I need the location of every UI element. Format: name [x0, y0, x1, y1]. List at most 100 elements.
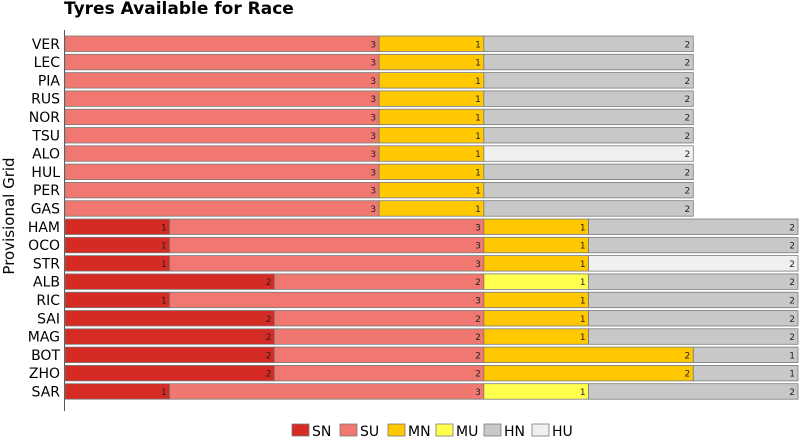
- bar-oco-su: [169, 236, 485, 254]
- bar-label-mag-hn: 2: [789, 333, 795, 343]
- bar-label-gas-mn: 1: [475, 205, 481, 215]
- bar-label-nor-hn: 2: [685, 113, 691, 123]
- y-tick-label-rus: RUS: [31, 92, 60, 108]
- bar-label-sar-su: 3: [475, 388, 481, 398]
- bar-per-mn: [378, 181, 485, 199]
- bar-label-ham-mn: 1: [580, 223, 586, 233]
- legend: SN SU MN MU HN HU: [291, 423, 573, 439]
- bar-gas-hn: [483, 200, 694, 217]
- bar-label-sai-su: 2: [475, 315, 481, 325]
- bar-per-hn: [483, 181, 694, 199]
- bar-label-ric-hn: 2: [789, 296, 795, 306]
- bar-sar-hn: [588, 383, 799, 400]
- bar-label-tsu-su: 3: [370, 132, 376, 142]
- legend-label-su: SU: [360, 424, 379, 439]
- bar-ham-mn: [483, 218, 589, 235]
- bar-ric-su: [169, 291, 485, 309]
- bar-label-zho-su: 2: [475, 370, 481, 380]
- bar-mag-sn: [64, 328, 275, 345]
- bar-label-ric-sn: 1: [161, 296, 167, 306]
- bar-label-mag-su: 2: [475, 333, 481, 343]
- bar-label-zho-hn: 1: [789, 370, 795, 380]
- legend-label-mu: MU: [456, 424, 478, 439]
- bar-alb-mu: [483, 273, 589, 290]
- bar-label-tsu-mn: 1: [475, 132, 481, 142]
- bar-label-str-hu: 2: [789, 260, 795, 270]
- legend-label-sn: SN: [312, 424, 331, 439]
- bar-rus-su: [64, 90, 380, 107]
- bar-zho-su: [274, 364, 485, 382]
- bar-alb-hn: [588, 273, 799, 290]
- bar-label-sai-hn: 2: [789, 315, 795, 325]
- bar-label-ham-su: 3: [475, 223, 481, 233]
- y-tick-label-tsu: TSU: [31, 128, 60, 144]
- bar-label-oco-hn: 2: [789, 242, 795, 252]
- bar-label-lec-hn: 2: [685, 59, 691, 69]
- bar-zho-mn: [483, 364, 694, 382]
- bar-oco-sn: [64, 236, 171, 254]
- bar-label-pia-hn: 2: [685, 77, 691, 87]
- bar-label-alb-hn: 2: [789, 278, 795, 288]
- bar-lec-mn: [378, 53, 485, 71]
- legend-swatch-su: [339, 423, 358, 437]
- y-tick-label-ric: RIC: [36, 293, 60, 309]
- legend-swatch-hu: [531, 423, 550, 437]
- bar-label-sar-hn: 2: [789, 388, 795, 398]
- bar-label-pia-mn: 1: [475, 77, 481, 87]
- bar-label-ver-hn: 2: [685, 40, 691, 50]
- y-tick-label-hul: HUL: [31, 165, 60, 181]
- y-tick-label-ham: HAM: [28, 220, 60, 236]
- bar-zho-hn: [692, 364, 799, 382]
- bar-label-bot-mn: 2: [685, 351, 691, 361]
- bar-ver-mn: [378, 35, 485, 52]
- bar-hul-hn: [483, 163, 694, 181]
- bar-label-zho-mn: 2: [685, 370, 691, 380]
- bar-label-hul-mn: 1: [475, 168, 481, 178]
- bar-label-nor-su: 3: [370, 113, 376, 123]
- bar-ham-sn: [64, 218, 171, 235]
- bar-tsu-su: [64, 127, 380, 144]
- bar-label-gas-hn: 2: [685, 205, 691, 215]
- bar-label-mag-mn: 1: [580, 333, 586, 343]
- bar-label-oco-mn: 1: [580, 242, 586, 252]
- bar-nor-hn: [483, 108, 694, 126]
- legend-label-hu: HU: [552, 424, 573, 439]
- legend-swatch-sn: [291, 423, 310, 437]
- bar-label-alb-sn: 2: [266, 278, 272, 288]
- bar-alb-su: [274, 273, 485, 290]
- bar-label-lec-mn: 1: [475, 59, 481, 69]
- bar-label-pia-su: 3: [370, 77, 376, 87]
- bars: 3 1 2 3 1 2 3 1 2 3 1 2 3 1 2 3 1 2 3 1 2 3 1 2 3 1 2 3 1 2 1 3 1 2 1 3 1 2 1 3…: [64, 35, 799, 400]
- bar-hul-su: [64, 163, 380, 181]
- bar-label-mag-sn: 2: [266, 333, 272, 343]
- y-tick-label-per: PER: [33, 183, 60, 199]
- y-tick-label-ver: VER: [32, 37, 60, 53]
- bar-label-str-su: 3: [475, 260, 481, 270]
- bar-ric-hn: [588, 291, 799, 309]
- y-tick-label-mag: MAG: [28, 330, 60, 346]
- bar-label-bot-hn: 1: [789, 351, 795, 361]
- bar-label-bot-sn: 2: [266, 351, 272, 361]
- bar-bot-su: [274, 346, 485, 364]
- bar-label-oco-su: 3: [475, 242, 481, 252]
- bar-str-sn: [64, 255, 171, 272]
- bar-label-ham-sn: 1: [161, 223, 167, 233]
- y-tick-label-str: STR: [33, 256, 60, 272]
- bar-oco-mn: [483, 236, 589, 254]
- bar-bot-mn: [483, 346, 694, 364]
- bar-gas-su: [64, 200, 380, 217]
- bar-ric-sn: [64, 291, 171, 309]
- bar-label-tsu-hn: 2: [685, 132, 691, 142]
- bar-label-hul-hn: 2: [685, 168, 691, 178]
- bar-label-rus-hn: 2: [685, 95, 691, 105]
- bar-label-nor-mn: 1: [475, 113, 481, 123]
- bar-label-bot-su: 2: [475, 351, 481, 361]
- bar-label-per-hn: 2: [685, 187, 691, 197]
- bar-alo-mn: [378, 145, 485, 162]
- legend-swatch-hn: [483, 423, 502, 437]
- bar-oco-hn: [588, 236, 799, 254]
- bar-ver-su: [64, 35, 380, 52]
- bar-str-hu: [588, 255, 799, 272]
